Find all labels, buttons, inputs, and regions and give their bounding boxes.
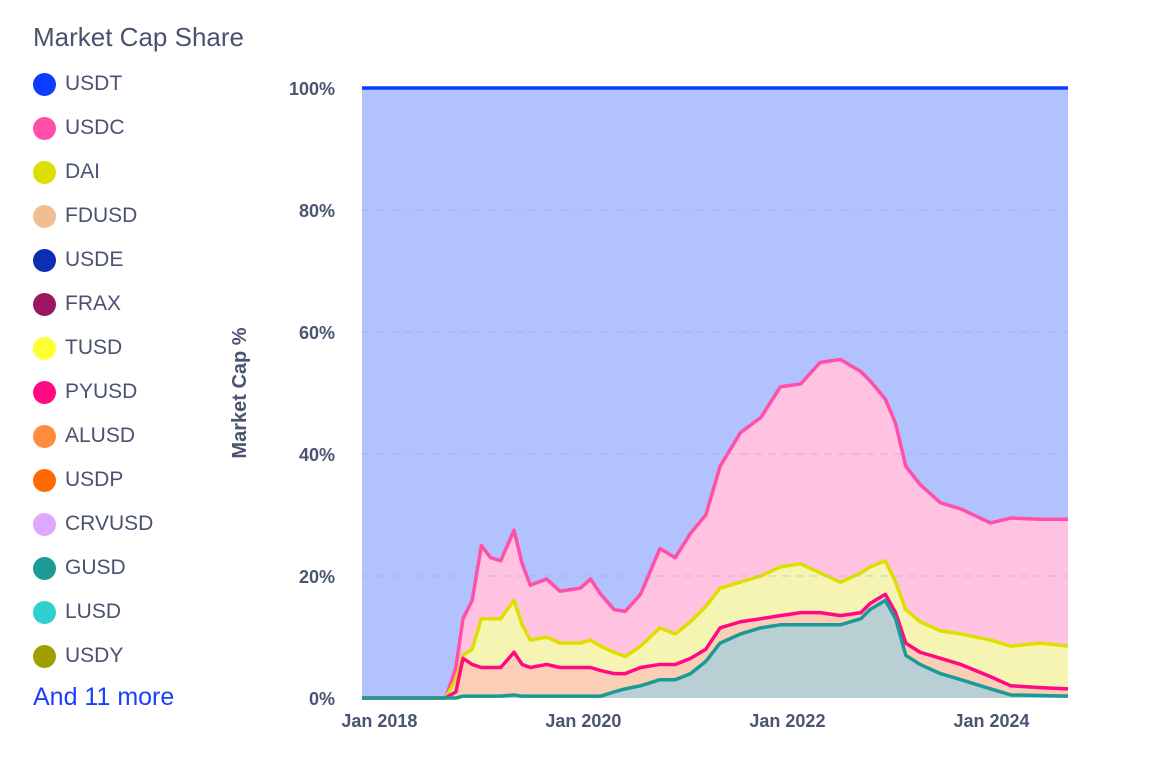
y-ticks: 0% 20% 40% 60% 80% 100% (289, 79, 335, 709)
legend: USDT USDC DAI FDUSD USDE FRAX TUSD PYUSD ALUSD US… (33, 62, 153, 678)
area-usdc (362, 359, 1068, 698)
legend-label: USDP (65, 468, 124, 491)
y-tick-label: 20% (299, 567, 335, 587)
legend-swatch-icon (33, 380, 56, 404)
y-axis-label: Market Cap % (229, 327, 251, 458)
line-dai (362, 559, 1069, 700)
y-tick-label: 60% (299, 323, 335, 343)
legend-item-alusd[interactable]: ALUSD (33, 414, 153, 458)
legend-item-usde[interactable]: USDE (33, 238, 153, 282)
legend-label: GUSD (65, 556, 126, 579)
legend-label: USDT (65, 72, 123, 95)
y-tick-label: 0% (309, 689, 335, 709)
legend-item-pyusd[interactable]: PYUSD (33, 370, 153, 414)
legend-item-dai[interactable]: DAI (33, 150, 153, 194)
x-tick-label: Jan 2022 (749, 711, 825, 731)
legend-label: DAI (65, 160, 101, 183)
legend-label: LUSD (65, 600, 122, 623)
legend-item-gusd[interactable]: GUSD (33, 546, 153, 590)
legend-item-tusd[interactable]: TUSD (33, 326, 153, 370)
legend-item-frax[interactable]: FRAX (33, 282, 153, 326)
line-usdc (362, 357, 1068, 700)
legend-swatch-icon (33, 248, 56, 272)
legend-swatch-icon (33, 160, 56, 184)
legend-title: Market Cap Share (33, 22, 244, 52)
x-ticks: Jan 2018 Jan 2020 Jan 2022 Jan 2024 (341, 711, 1029, 731)
legend-swatch-icon (33, 468, 56, 492)
line-gusd (362, 598, 1069, 700)
legend-label: FRAX (65, 292, 122, 315)
legend-swatch-icon (33, 556, 56, 580)
legend-item-usdy[interactable]: USDY (33, 634, 153, 678)
legend-swatch-icon (33, 644, 56, 668)
legend-swatch-icon (33, 336, 56, 360)
legend-label: CRVUSD (65, 512, 154, 535)
x-tick-label: Jan 2024 (953, 711, 1029, 731)
area-layers (362, 86, 1069, 700)
legend-label: ALUSD (65, 424, 136, 447)
legend-item-usdp[interactable]: USDP (33, 458, 153, 502)
area-gusd (362, 600, 1068, 698)
legend-item-usdc[interactable]: USDC (33, 106, 153, 150)
legend-label: USDC (65, 116, 125, 139)
line-fdusd (362, 592, 1069, 700)
legend-swatch-icon (33, 512, 56, 536)
legend-item-crvusd[interactable]: CRVUSD (33, 502, 153, 546)
y-tick-label: 40% (299, 445, 335, 465)
legend-swatch-icon (33, 292, 56, 316)
y-tick-label: 100% (289, 79, 335, 99)
y-tick-label: 80% (299, 201, 335, 221)
show-more-link[interactable]: And 11 more (33, 683, 175, 711)
legend-label: TUSD (65, 336, 123, 359)
area-fdusd (362, 594, 1068, 698)
legend-item-fdusd[interactable]: FDUSD (33, 194, 153, 238)
x-tick-label: Jan 2018 (341, 711, 417, 731)
legend-swatch-icon (33, 424, 56, 448)
area-dai (362, 560, 1068, 698)
area-usdt (362, 88, 1068, 698)
legend-item-usdt[interactable]: USDT (33, 62, 153, 106)
x-tick-label: Jan 2020 (545, 711, 621, 731)
legend-item-lusd[interactable]: LUSD (33, 590, 153, 634)
legend-label: PYUSD (65, 380, 138, 403)
legend-label: FDUSD (65, 204, 138, 227)
legend-label: USDE (65, 248, 124, 271)
legend-label: USDY (65, 644, 124, 667)
legend-swatch-icon (33, 600, 56, 624)
legend-swatch-icon (33, 116, 56, 140)
legend-swatch-icon (33, 72, 56, 96)
legend-swatch-icon (33, 204, 56, 228)
gridlines (362, 209, 1068, 577)
